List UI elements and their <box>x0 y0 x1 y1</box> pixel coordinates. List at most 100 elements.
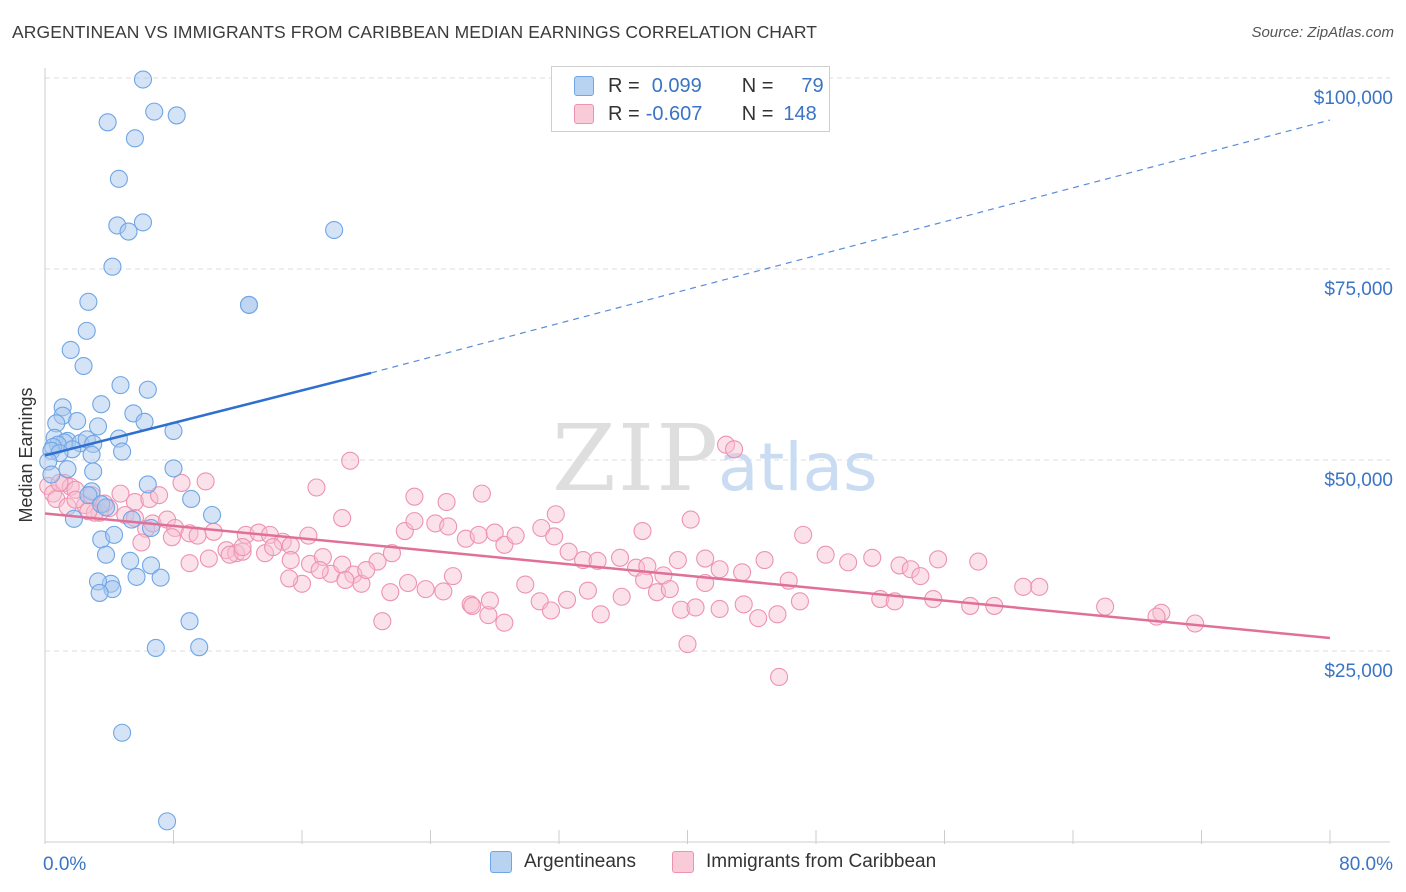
data-point-caribbean <box>633 522 652 541</box>
data-point-caribbean <box>612 587 631 606</box>
data-point-caribbean <box>341 451 360 470</box>
trend-line-argentineans-projection <box>370 119 1331 374</box>
data-point-caribbean <box>233 538 252 557</box>
data-point-argentinean <box>141 556 161 575</box>
data-point-caribbean <box>495 613 514 632</box>
data-point-argentinean <box>109 169 128 188</box>
data-point-caribbean <box>199 549 218 568</box>
data-point-caribbean <box>545 527 564 546</box>
data-point-caribbean <box>863 548 882 567</box>
data-point-argentinean <box>180 612 199 631</box>
data-point-caribbean <box>132 533 151 552</box>
data-point-caribbean <box>506 526 525 545</box>
data-point-caribbean <box>532 518 551 538</box>
bottom-legend-caribbean: Immigrants from Caribbean <box>672 851 936 873</box>
data-point-caribbean <box>660 580 679 599</box>
legend-n-value: 79 <box>801 74 824 97</box>
x-tick-label: 80.0% <box>1339 854 1393 875</box>
data-point-caribbean <box>437 492 456 512</box>
y-axis-label: Median Earnings <box>16 387 36 522</box>
data-point-caribbean <box>180 554 199 573</box>
data-point-caribbean <box>1030 577 1049 596</box>
data-point-caribbean <box>172 473 191 492</box>
legend-row-argentineans: R = 0.099 N = 79 <box>574 72 824 100</box>
chart-source: Source: ZipAtlas.com <box>1251 24 1394 41</box>
data-point-caribbean <box>43 484 63 503</box>
data-point-caribbean <box>588 551 607 570</box>
data-point-caribbean <box>125 492 144 512</box>
data-point-argentinean <box>105 525 124 544</box>
data-point-argentinean <box>98 113 117 132</box>
legend-n-value: 148 <box>783 102 817 125</box>
data-point-argentinean <box>125 129 144 148</box>
legend-swatch-pink <box>574 104 594 124</box>
y-tick-label: $100,000 <box>1314 88 1393 109</box>
data-point-caribbean <box>233 542 252 561</box>
bottom-legend-argentineans: Argentineans <box>490 851 636 873</box>
chart-title: ARGENTINEAN VS IMMIGRANTS FROM CARIBBEAN… <box>12 22 818 42</box>
legend-r-label: R = <box>608 102 640 125</box>
data-point-caribbean <box>559 542 578 561</box>
data-point-argentinean <box>68 411 87 431</box>
data-point-argentinean <box>113 442 132 461</box>
legend-r-value: -0.607 <box>645 102 703 125</box>
legend-row-caribbean: R = -0.607 N = 148 <box>574 100 817 128</box>
data-point-caribbean <box>333 509 352 528</box>
data-point-argentinean <box>164 459 183 478</box>
data-point-caribbean <box>472 484 491 503</box>
data-point-caribbean <box>381 583 400 602</box>
legend-swatch-blue <box>574 76 594 96</box>
data-point-argentinean <box>84 462 103 481</box>
data-point-argentinean <box>325 220 344 240</box>
data-point-caribbean <box>439 517 458 536</box>
data-point-caribbean <box>480 591 499 610</box>
data-point-caribbean <box>749 609 768 628</box>
data-point-caribbean <box>395 522 414 541</box>
legend-r-value: 0.099 <box>651 74 702 97</box>
legend: R = 0.099 N = 79 R = -0.607 N = 148 <box>551 66 830 132</box>
bottom-legend-swatch-blue <box>490 851 512 873</box>
data-point-caribbean <box>961 596 980 615</box>
data-point-caribbean <box>929 550 948 569</box>
data-point-argentinean <box>145 102 164 121</box>
trend-line-caribbean <box>44 512 1331 640</box>
data-point-caribbean <box>890 556 909 575</box>
data-point-caribbean <box>111 484 130 503</box>
data-point-argentinean <box>138 475 157 494</box>
data-point-caribbean <box>768 605 787 624</box>
data-point-argentinean <box>79 292 98 311</box>
data-point-caribbean <box>162 528 181 547</box>
data-point-argentinean <box>133 70 153 89</box>
data-point-argentinean <box>103 257 122 276</box>
bottom-legend-label: Immigrants from Caribbean <box>706 851 937 872</box>
data-point-argentinean <box>82 445 101 464</box>
data-point-caribbean <box>591 605 610 624</box>
data-point-caribbean <box>382 544 402 563</box>
data-point-argentinean <box>167 106 186 125</box>
data-point-argentinean <box>158 812 177 831</box>
data-point-caribbean <box>443 567 463 586</box>
data-point-caribbean <box>149 486 169 505</box>
data-point-caribbean <box>710 560 729 579</box>
data-point-caribbean <box>280 569 299 588</box>
data-point-caribbean <box>681 510 700 529</box>
data-point-caribbean <box>790 592 809 611</box>
data-point-caribbean <box>405 487 424 506</box>
data-point-argentinean <box>74 356 93 376</box>
data-point-argentinean <box>203 505 222 525</box>
data-point-caribbean <box>610 548 630 567</box>
x-tick-labels: 0.0% 80.0% <box>43 854 1393 875</box>
data-point-argentinean <box>79 486 98 505</box>
data-point-caribbean <box>336 570 355 589</box>
trend-lines <box>44 119 1331 640</box>
data-point-caribbean <box>969 552 988 571</box>
data-point-argentinean <box>64 509 83 528</box>
data-point-argentinean <box>119 222 138 241</box>
y-tick-label: $75,000 <box>1324 279 1393 300</box>
data-point-argentinean <box>111 376 130 395</box>
data-point-caribbean <box>839 553 858 572</box>
data-point-caribbean <box>901 560 920 579</box>
data-point-caribbean <box>463 596 482 615</box>
data-point-caribbean <box>196 472 215 491</box>
